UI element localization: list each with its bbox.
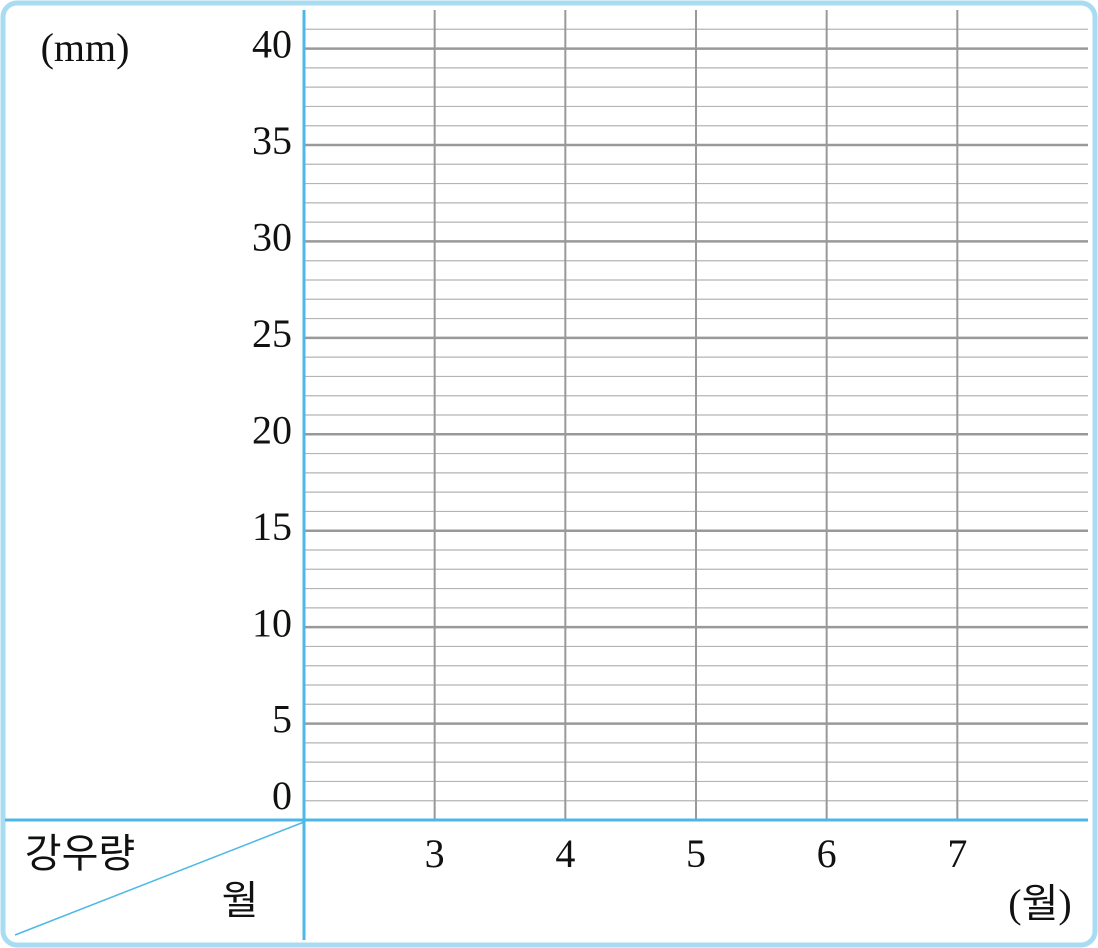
corner-diagonal [14, 821, 305, 936]
x-tick-label: 6 [817, 831, 837, 876]
y-tick-label: 25 [252, 311, 292, 356]
x-tick-label: 4 [555, 831, 575, 876]
y-tick-label: 15 [252, 504, 292, 549]
corner-row-label: 강우량 [25, 831, 135, 876]
x-tick-label: 5 [686, 831, 706, 876]
y-tick-label: 30 [252, 215, 292, 260]
corner-col-label: 월 [222, 878, 259, 923]
y-axis-label: (mm) [41, 25, 130, 70]
y-tick-label: 5 [272, 697, 292, 742]
y-tick-label: 10 [252, 600, 292, 645]
y-tick-label: 40 [252, 22, 292, 67]
y-tick-label: 0 [272, 773, 292, 818]
x-tick-label: 7 [947, 831, 967, 876]
y-tick-label: 35 [252, 118, 292, 163]
x-axis-label: (월) [1008, 881, 1071, 926]
x-tick-label: 3 [425, 831, 445, 876]
y-tick-label: 20 [252, 407, 292, 452]
